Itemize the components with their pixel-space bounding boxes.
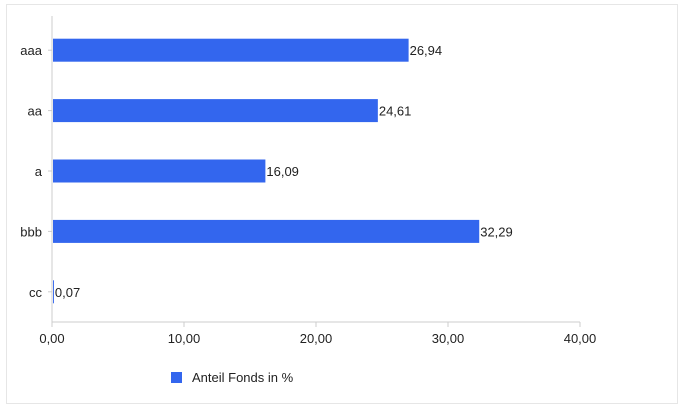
bar [53, 219, 480, 243]
data-label: 16,09 [266, 164, 299, 179]
bar [53, 159, 266, 183]
x-tick-label: 10,00 [168, 331, 201, 346]
x-tick-label: 40,00 [564, 331, 597, 346]
plot-area: 0,00 10,00 20,00 30,00 40,00 aaa 26,94 aa 24,61 a… [20, 16, 596, 346]
x-tick-label: 20,00 [300, 331, 333, 346]
category-label: bbb [20, 224, 42, 239]
data-label: 32,29 [480, 224, 513, 239]
legend: Anteil Fonds in % [171, 370, 294, 385]
category-label: aa [28, 104, 43, 119]
legend-swatch [171, 372, 182, 383]
chart-frame [6, 4, 678, 404]
bar [53, 38, 409, 62]
x-tick-label: 0,00 [39, 331, 64, 346]
category-label: a [35, 164, 43, 179]
bar [53, 99, 378, 123]
category-label: aaa [20, 43, 42, 58]
bar [53, 280, 54, 304]
data-label: 26,94 [410, 43, 443, 58]
data-label: 0,07 [55, 285, 80, 300]
legend-label: Anteil Fonds in % [192, 370, 294, 385]
category-label: cc [29, 285, 43, 300]
x-tick-label: 30,00 [432, 331, 465, 346]
data-label: 24,61 [379, 104, 412, 119]
